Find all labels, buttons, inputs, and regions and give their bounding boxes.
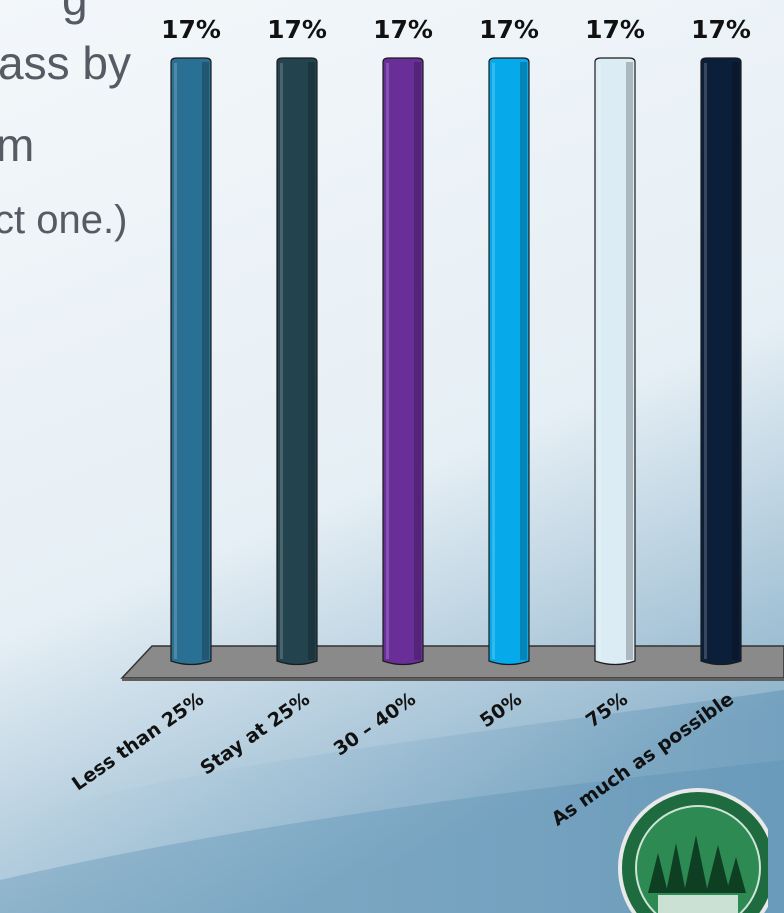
- bar-side-6: [732, 62, 739, 660]
- bar-5: [594, 57, 636, 666]
- bar-highlight-3: [386, 63, 389, 659]
- value-label-2: 17%: [267, 15, 327, 44]
- value-label-4: 17%: [479, 15, 539, 44]
- category-label-5: 75%: [582, 688, 632, 732]
- category-label-6: As much as possible: [548, 688, 738, 830]
- category-label-1: Less than 25%: [68, 688, 208, 795]
- bar-2: [276, 57, 318, 666]
- category-label-4: 50%: [476, 688, 526, 732]
- category-label-2: Stay at 25%: [196, 688, 313, 779]
- value-label-1: 17%: [161, 15, 221, 44]
- bar-highlight-4: [492, 63, 495, 659]
- bar-highlight-1: [174, 63, 177, 659]
- bar-side-3: [414, 62, 421, 660]
- question-line-2: ass by: [0, 37, 131, 89]
- chart-floor: [120, 645, 784, 679]
- value-label-3: 17%: [373, 15, 433, 44]
- value-label-6: 17%: [691, 15, 751, 44]
- bar-4: [488, 57, 530, 666]
- bar-side-1: [202, 62, 209, 660]
- value-label-5: 17%: [585, 15, 645, 44]
- bar-highlight-6: [704, 63, 707, 659]
- bar-side-5: [626, 62, 633, 660]
- category-label-3: 30 – 40%: [330, 688, 420, 760]
- question-line-4: ct one.): [0, 198, 128, 242]
- bar-highlight-2: [280, 63, 283, 659]
- question-line-3: m: [0, 119, 35, 171]
- bar-side-2: [308, 62, 315, 660]
- bar-1: [170, 57, 212, 666]
- bar-3: [382, 57, 424, 666]
- chart-floor-shade: [122, 678, 784, 681]
- bar-6: [700, 57, 742, 666]
- question-line-1: g: [62, 0, 88, 22]
- bar-highlight-5: [598, 63, 601, 659]
- forest-seal-icon: [618, 788, 768, 913]
- bar-side-4: [520, 62, 527, 660]
